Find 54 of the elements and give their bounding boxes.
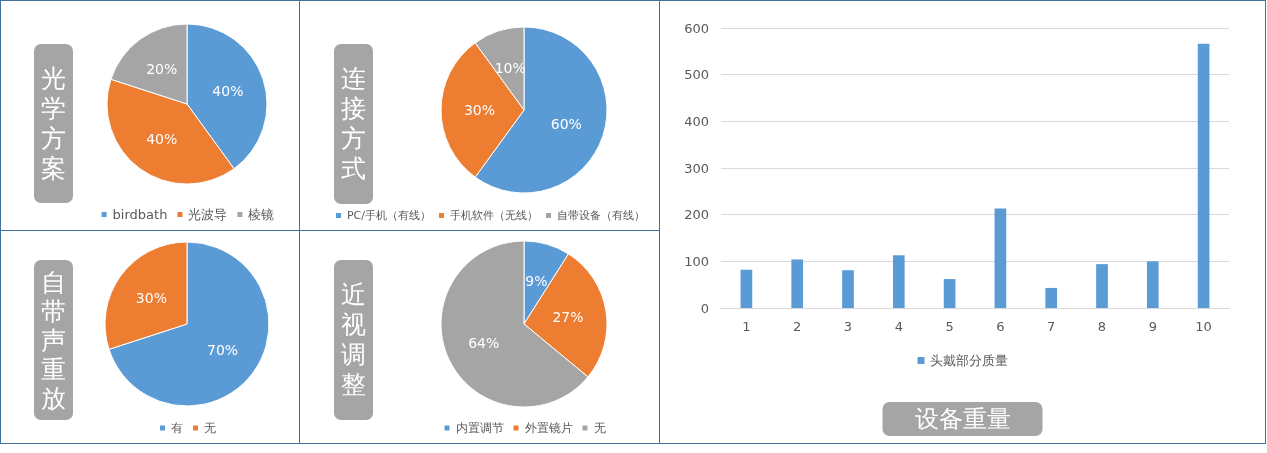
bar <box>1096 264 1108 308</box>
legend-label: birdbath <box>112 207 168 222</box>
bar <box>740 269 753 308</box>
bar <box>842 270 854 308</box>
text: 自带声重放 <box>40 267 67 413</box>
bar <box>1197 43 1210 308</box>
x-tick-label: 9 <box>1148 319 1157 334</box>
data-label: 60% <box>550 115 582 132</box>
y-tick-label: 100 <box>684 253 709 269</box>
x-tick-label: 6 <box>996 319 1005 334</box>
legend-label: 棱镜 <box>248 207 275 222</box>
legend-label: 自带设备（有线） <box>557 209 646 222</box>
bar <box>1045 287 1058 308</box>
data-label: 70% <box>207 341 239 358</box>
data-label: 64% <box>468 334 500 351</box>
legend-label: 手机软件（无线） <box>450 209 539 222</box>
legend-label: 内置调节 <box>455 421 504 435</box>
bar <box>994 208 1007 308</box>
x-tick-label: 2 <box>793 319 802 334</box>
data-label: 30% <box>463 102 496 118</box>
bar <box>943 279 956 308</box>
legend-label: PC/手机（有线） <box>346 209 432 222</box>
data-label: 40% <box>146 130 178 147</box>
y-tick-label: 500 <box>684 67 709 83</box>
text: 光学方案 <box>40 63 67 184</box>
data-label: 30% <box>135 290 167 307</box>
text: 连接方式 <box>340 64 367 184</box>
y-tick-label: 300 <box>684 160 709 176</box>
x-tick-label: 5 <box>945 319 954 334</box>
legend-label: 头戴部分质量 <box>929 353 1008 368</box>
legend-label: 光波导 <box>188 207 228 222</box>
data-label: 40% <box>212 82 244 99</box>
legend-label: 无 <box>204 421 216 435</box>
data-label: 9% <box>525 273 548 290</box>
y-tick-label: 600 <box>684 20 709 36</box>
x-tick-label: 8 <box>1097 319 1107 334</box>
data-label: 27% <box>552 309 584 326</box>
legend-label: 外置镜片 <box>524 421 573 435</box>
text: 近视调整 <box>340 280 367 400</box>
y-tick-label: 400 <box>684 113 709 129</box>
data-label: 20% <box>146 61 178 78</box>
y-tick-label: 200 <box>684 207 709 223</box>
x-tick-label: 1 <box>742 319 751 334</box>
bar <box>1146 261 1159 308</box>
legend-label: 无 <box>593 421 606 435</box>
bar <box>791 259 804 308</box>
x-tick-label: 4 <box>894 319 903 334</box>
x-tick-label: 10 <box>1195 319 1212 334</box>
x-tick-label: 3 <box>843 319 853 334</box>
y-tick-label: 0 <box>700 300 709 316</box>
legend-label: 有 <box>171 421 183 435</box>
bar <box>892 255 905 308</box>
text: 设备重量 <box>914 405 1011 433</box>
x-tick-label: 7 <box>1047 319 1056 334</box>
